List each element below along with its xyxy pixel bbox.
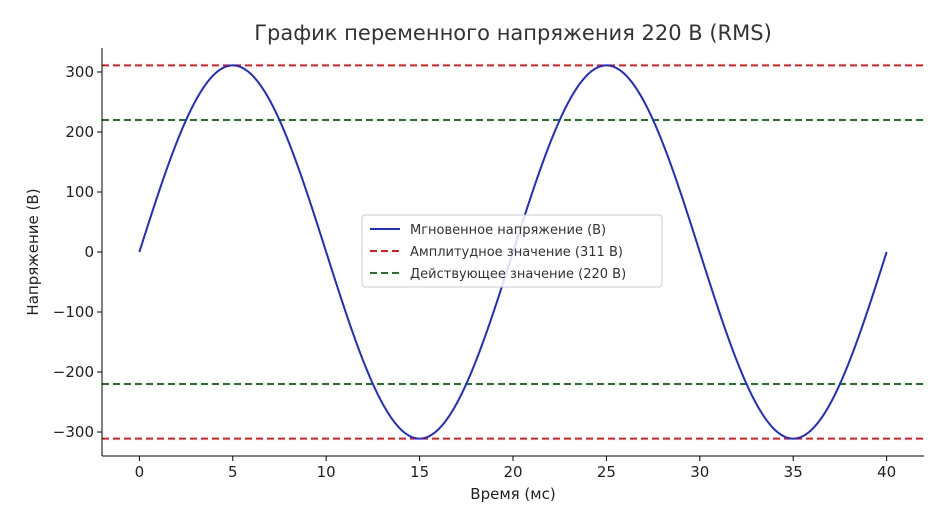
legend-label-rms: Действующее значение (220 В)	[410, 267, 626, 282]
x-tick-label: 5	[228, 463, 238, 481]
y-tick-label: −100	[53, 303, 94, 321]
y-tick-label: −300	[53, 423, 94, 441]
y-tick-label: 100	[65, 183, 94, 201]
legend-frame	[361, 214, 663, 288]
legend-label-instant: Мгновенное напряжение (В)	[410, 223, 606, 238]
x-tick-label: 30	[690, 463, 709, 481]
x-tick-label: 10	[317, 463, 336, 481]
chart-title: График переменного напряжения 220 В (RMS…	[254, 21, 772, 45]
y-tick-label: 0	[84, 243, 94, 261]
y-axis-label: Напряжение (В)	[24, 188, 42, 315]
x-tick-label: 20	[503, 463, 522, 481]
y-tick-label: −200	[53, 363, 94, 381]
y-ticks: −300 −200 −100 0 100 200 300	[53, 63, 102, 441]
x-tick-label: 35	[784, 463, 803, 481]
x-axis-label: Время (мс)	[470, 485, 555, 503]
x-tick-label: 15	[410, 463, 429, 481]
x-tick-label: 40	[877, 463, 896, 481]
legend-label-amplitude: Амплитудное значение (311 В)	[410, 245, 623, 260]
legend: Мгновенное напряжение (В) Амплитудное зн…	[361, 214, 663, 288]
x-ticks: 0 5 10 15 20 25 30 35 40	[135, 456, 896, 481]
x-tick-label: 0	[135, 463, 145, 481]
x-tick-label: 25	[597, 463, 616, 481]
y-tick-label: 200	[65, 123, 94, 141]
y-tick-label: 300	[65, 63, 94, 81]
